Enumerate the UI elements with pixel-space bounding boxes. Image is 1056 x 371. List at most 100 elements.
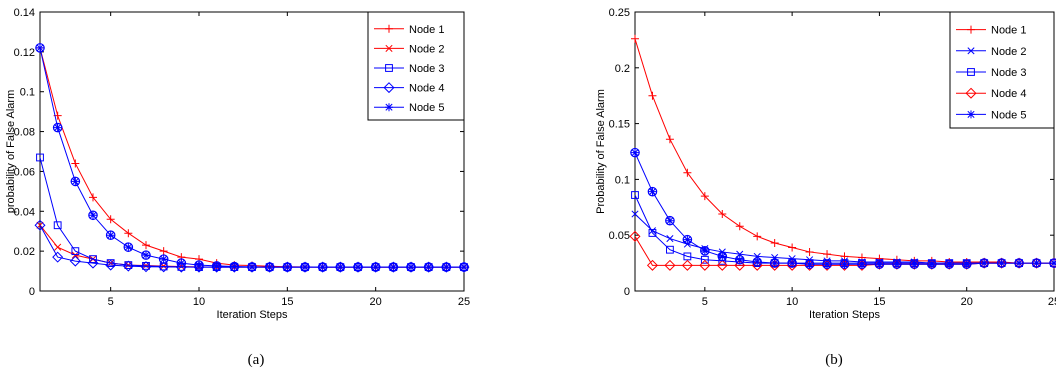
data-point-overlay <box>909 259 920 270</box>
data-point <box>735 255 744 264</box>
data-point-overlay <box>52 122 63 133</box>
y-tick-label: 0.1 <box>20 87 35 99</box>
data-point-overlay <box>406 262 416 272</box>
legend-label: Node 2 <box>409 43 444 55</box>
data-point <box>648 91 657 100</box>
data-point-overlay <box>752 257 763 267</box>
data-point <box>371 263 380 272</box>
data-point-overlay <box>682 234 693 245</box>
data-point <box>89 211 97 220</box>
data-point <box>840 260 849 269</box>
data-point <box>106 231 115 240</box>
data-point <box>36 153 44 162</box>
data-point <box>140 261 152 273</box>
data-point-overlay <box>630 147 640 158</box>
data-point-overlay <box>979 258 989 268</box>
legend-swatch-marker <box>385 103 393 112</box>
data-point <box>405 261 417 273</box>
legend: Node 1 Node 2 Node 3 Node 4 Node 5 <box>949 11 1055 129</box>
data-point <box>735 222 744 231</box>
data-point-overlay <box>769 258 780 268</box>
data-point-overlay <box>423 262 434 272</box>
y-axis-label: Probability of False Alarm <box>595 89 607 214</box>
legend-swatch-marker <box>385 24 393 33</box>
data-point-overlay <box>105 230 116 240</box>
data-point <box>892 260 901 269</box>
data-point <box>230 262 239 271</box>
data-point <box>159 255 168 264</box>
data-point-overlay <box>874 259 885 270</box>
data-point <box>718 209 727 218</box>
x-tick-label: 20 <box>961 296 973 308</box>
data-point-overlay <box>123 242 134 252</box>
data-point <box>805 260 814 269</box>
data-point <box>248 262 256 271</box>
data-point <box>71 177 80 186</box>
data-point <box>875 260 884 269</box>
series-node-5 <box>630 147 1056 270</box>
data-point-overlay <box>317 262 328 272</box>
data-point-overlay <box>926 259 937 270</box>
data-point-overlay <box>264 262 275 272</box>
data-point <box>770 259 779 268</box>
data-point <box>646 259 658 271</box>
data-point <box>177 259 186 268</box>
x-tick-label: 5 <box>108 296 114 308</box>
legend-box <box>367 11 465 121</box>
data-point-overlay <box>194 260 204 270</box>
data-point <box>71 251 79 259</box>
data-point <box>666 245 674 254</box>
data-point <box>734 259 746 271</box>
data-point-overlay <box>388 262 399 272</box>
y-tick-label: 0 <box>624 286 630 298</box>
chart-panel-a: 0 0.02 0.04 0.06 0.08 0.1 0.12 0.14 5 10 15 20 25 Ite… <box>5 7 470 321</box>
legend-label: Node 4 <box>409 83 444 95</box>
x-tick-label: 5 <box>702 296 708 308</box>
data-point <box>997 259 1006 268</box>
y-tick-label: 0.2 <box>615 63 630 75</box>
data-point <box>122 260 134 272</box>
data-point <box>159 247 168 256</box>
data-point <box>142 241 150 250</box>
data-point-overlay <box>787 258 797 268</box>
data-point <box>648 187 657 196</box>
data-point <box>910 260 919 269</box>
chart-panel-b: 0 0.05 0.1 0.15 0.2 0.25 5 10 15 20 25 Iteration St… <box>595 7 1056 321</box>
data-point-overlay <box>857 259 867 270</box>
data-point <box>283 263 292 272</box>
data-point <box>665 135 674 144</box>
data-point <box>105 259 117 271</box>
data-point <box>71 247 80 256</box>
data-point-overlay <box>734 254 745 265</box>
data-point <box>299 261 311 273</box>
data-point <box>823 260 832 269</box>
data-point <box>700 192 709 201</box>
data-point <box>212 261 221 270</box>
data-point <box>753 257 762 266</box>
y-tick-label: 0 <box>29 286 35 298</box>
data-point <box>53 221 62 230</box>
x-axis-label: Iteration Steps <box>809 309 880 321</box>
data-point <box>699 259 711 271</box>
data-point <box>69 255 81 267</box>
data-point <box>1050 259 1056 268</box>
legend-label: Node 4 <box>991 88 1026 100</box>
data-point-overlay <box>804 259 815 270</box>
data-point <box>124 243 133 252</box>
data-point <box>87 257 99 269</box>
data-point-overlay <box>665 215 675 226</box>
y-tick-label: 0.08 <box>14 127 35 139</box>
data-point <box>424 263 433 272</box>
legend-swatch-marker <box>385 64 393 72</box>
x-tick-label: 25 <box>458 296 470 308</box>
data-point <box>301 263 309 272</box>
data-point-overlay <box>700 246 710 256</box>
y-tick-label: 0.04 <box>14 206 35 218</box>
data-point-overlay <box>335 262 346 272</box>
legend-label: Node 3 <box>409 63 444 75</box>
data-point <box>788 243 797 252</box>
data-point <box>106 215 115 224</box>
x-axis-label: Iteration Steps <box>217 309 288 321</box>
data-point <box>89 193 97 202</box>
data-point <box>265 263 274 272</box>
